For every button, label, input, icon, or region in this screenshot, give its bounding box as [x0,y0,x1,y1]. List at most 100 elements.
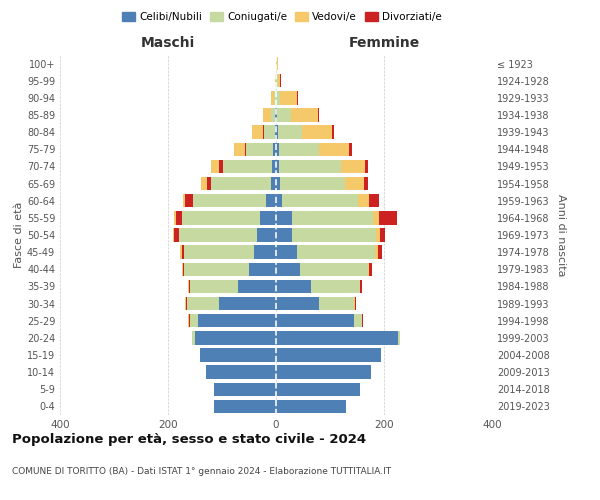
Bar [214,382,276,396]
Bar [292,211,373,224]
Bar [249,262,276,276]
Bar [349,142,352,156]
Bar [184,246,254,259]
Bar [375,246,377,259]
Bar [276,348,382,362]
Bar [280,91,296,104]
Bar [332,126,334,139]
Bar [193,194,266,207]
Bar [179,228,257,241]
Text: Maschi: Maschi [141,36,195,50]
Bar [276,280,311,293]
Bar [276,314,354,328]
Bar [368,262,369,276]
Bar [220,297,276,310]
Bar [276,262,301,276]
Bar [195,331,276,344]
Bar [341,160,365,173]
Bar [181,246,182,259]
Bar [276,142,278,156]
Bar [319,142,349,156]
Bar [266,194,276,207]
Y-axis label: Anni di nascita: Anni di nascita [556,194,566,276]
Bar [182,262,184,276]
Bar [264,126,275,139]
Bar [276,246,296,259]
Bar [187,297,220,310]
Bar [276,74,278,88]
Y-axis label: Fasce di età: Fasce di età [14,202,24,268]
Bar [276,177,280,190]
Bar [364,177,368,190]
Bar [276,228,292,241]
Bar [207,177,211,190]
Bar [173,228,175,241]
Text: COMUNE DI TORITTO (BA) - Dati ISTAT 1° gennaio 2024 - Elaborazione TUTTITALIA.IT: COMUNE DI TORITTO (BA) - Dati ISTAT 1° g… [12,468,391,476]
Bar [345,177,364,190]
Text: Popolazione per età, sesso e stato civile - 2024: Popolazione per età, sesso e stato civil… [12,432,366,446]
Bar [301,262,368,276]
Bar [182,211,260,224]
Bar [252,126,263,139]
Bar [176,211,182,224]
Bar [260,211,276,224]
Bar [190,314,198,328]
Bar [184,262,249,276]
Bar [175,211,176,224]
Bar [280,177,345,190]
Bar [277,108,290,122]
Bar [296,91,298,104]
Bar [398,331,400,344]
Bar [377,246,382,259]
Bar [358,194,369,207]
Bar [186,297,187,310]
Bar [365,160,368,173]
Bar [182,246,184,259]
Bar [296,246,375,259]
Bar [317,108,319,122]
Bar [238,280,276,293]
Bar [182,194,185,207]
Bar [193,331,195,344]
Bar [188,280,190,293]
Bar [276,400,346,413]
Bar [211,177,271,190]
Bar [369,194,379,207]
Bar [271,177,276,190]
Bar [319,297,354,310]
Bar [376,228,380,241]
Bar [276,211,292,224]
Bar [290,108,317,122]
Bar [223,160,272,173]
Bar [278,160,341,173]
Bar [257,228,276,241]
Bar [276,108,277,122]
Bar [274,91,276,104]
Bar [276,297,319,310]
Bar [276,331,398,344]
Bar [254,246,276,259]
Bar [380,228,385,241]
Bar [276,160,278,173]
Bar [276,91,280,104]
Bar [278,74,280,88]
Bar [302,126,332,139]
Bar [175,228,179,241]
Bar [355,297,356,310]
Bar [311,280,360,293]
Bar [263,126,264,139]
Bar [263,108,271,122]
Bar [190,280,238,293]
Text: Femmine: Femmine [349,36,419,50]
Bar [276,366,371,379]
Bar [354,314,362,328]
Bar [188,314,190,328]
Bar [276,194,283,207]
Bar [274,142,276,156]
Bar [245,142,247,156]
Bar [278,142,319,156]
Bar [276,382,360,396]
Bar [292,228,376,241]
Bar [271,91,274,104]
Bar [272,160,276,173]
